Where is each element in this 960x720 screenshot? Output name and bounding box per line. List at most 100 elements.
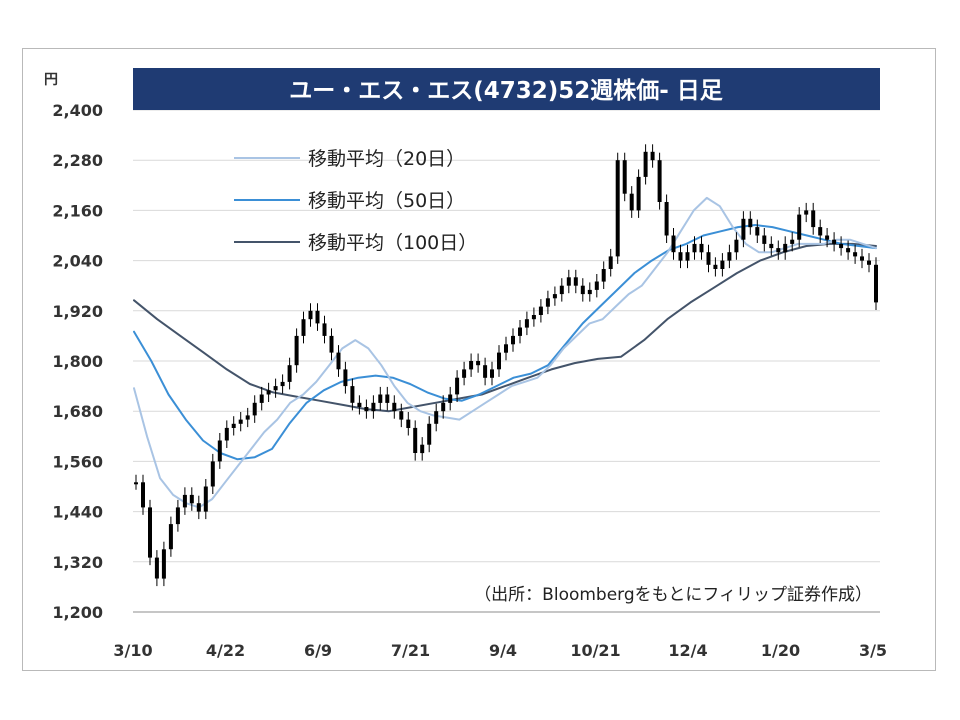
price-candle xyxy=(266,390,271,395)
gridlines xyxy=(133,109,880,563)
price-candle xyxy=(608,256,613,269)
price-candle xyxy=(210,461,215,487)
price-candle xyxy=(294,335,299,366)
x-tick-label: 4/22 xyxy=(206,641,245,660)
price-candle xyxy=(469,361,474,370)
y-tick-label: 2,160 xyxy=(52,201,103,220)
price-candle xyxy=(524,319,529,328)
price-candle xyxy=(518,327,522,336)
price-candle xyxy=(664,202,669,236)
y-tick-label: 1,200 xyxy=(52,603,103,622)
price-candle xyxy=(839,243,844,249)
price-candle xyxy=(315,310,320,324)
price-candle xyxy=(203,486,208,512)
price-candle xyxy=(413,427,418,453)
y-tick-label: 1,680 xyxy=(52,402,103,421)
price-candle xyxy=(580,285,585,295)
price-candle xyxy=(622,160,627,194)
price-candle xyxy=(189,494,194,504)
price-candle xyxy=(573,277,578,286)
price-candle xyxy=(727,252,732,261)
price-candle xyxy=(301,319,306,336)
price-candle xyxy=(748,218,753,228)
price-candle xyxy=(552,294,557,299)
price-candle xyxy=(427,423,432,445)
ma50-line xyxy=(133,224,877,461)
price-candle xyxy=(448,394,453,403)
price-candle xyxy=(245,415,250,420)
y-tick-label: 1,440 xyxy=(52,503,103,522)
price-candle xyxy=(699,243,704,253)
price-candle xyxy=(238,419,243,424)
price-candle xyxy=(161,549,166,579)
price-candle xyxy=(259,394,264,403)
price-candle xyxy=(378,394,383,403)
price-candle xyxy=(134,482,138,485)
price-candle xyxy=(636,176,641,211)
price-candle xyxy=(811,210,816,228)
price-candle xyxy=(615,160,620,257)
price-candle xyxy=(825,235,830,240)
price-candle xyxy=(434,411,439,424)
y-tick-label: 1,800 xyxy=(52,352,103,371)
price-candle xyxy=(706,252,711,265)
price-candle xyxy=(853,252,858,257)
price-candle xyxy=(364,407,369,412)
price-candle xyxy=(511,335,515,345)
price-candle xyxy=(790,239,795,244)
ma100-line xyxy=(133,242,877,413)
chart-frame xyxy=(22,48,936,671)
price-candle xyxy=(867,260,871,265)
x-tick-label: 3/5 xyxy=(859,641,887,660)
price-candle xyxy=(832,239,837,244)
price-candle xyxy=(504,344,508,353)
price-candle xyxy=(874,264,878,303)
source-note: （出所：Bloombergをもとにフィリップ証券作成） xyxy=(474,585,872,605)
price-candle xyxy=(399,411,404,420)
y-tick-label: 1,920 xyxy=(52,302,103,321)
y-tick-label: 2,280 xyxy=(52,151,103,170)
chart-title: ユー・エス・エス(4732)52週株価- 日足 xyxy=(289,78,723,104)
price-candle xyxy=(741,218,746,240)
legend-label: 移動平均（20日） xyxy=(308,148,465,170)
price-candle xyxy=(196,503,201,512)
price-candle xyxy=(308,310,313,320)
x-tick-label: 1/20 xyxy=(761,641,800,660)
price-candle xyxy=(692,243,697,253)
moving-average-lines xyxy=(133,196,877,509)
price-candle xyxy=(329,335,334,353)
price-candle xyxy=(280,381,285,387)
price-candle xyxy=(224,427,229,441)
price-candle xyxy=(441,402,446,412)
y-tick-label: 2,400 xyxy=(52,101,103,120)
price-candle xyxy=(168,524,173,550)
price-candle xyxy=(797,214,802,240)
y-tick-label: 1,560 xyxy=(52,452,103,471)
price-candle xyxy=(175,507,180,525)
price-candle xyxy=(154,557,159,579)
price-candle xyxy=(804,210,809,215)
price-candle xyxy=(713,264,718,269)
price-candle xyxy=(252,402,257,416)
price-candle xyxy=(476,361,481,366)
price-candle xyxy=(371,402,376,412)
x-tick-label: 12/4 xyxy=(668,641,707,660)
price-candle xyxy=(483,365,488,378)
price-candle xyxy=(629,193,634,211)
legend-label: 移動平均（100日） xyxy=(308,232,477,254)
price-candle xyxy=(182,494,187,508)
price-candles xyxy=(134,144,878,587)
price-candle xyxy=(531,315,536,320)
x-tick-labels: 3/10 4/22 6/9 7/21 9/4 10/21 12/4 1/20 3/5 xyxy=(113,641,887,660)
price-candle xyxy=(462,369,467,378)
price-candle xyxy=(287,365,292,382)
price-candle xyxy=(776,248,781,253)
price-candle xyxy=(783,243,788,253)
ma20-line xyxy=(133,196,877,509)
price-candle xyxy=(587,289,592,295)
price-candle xyxy=(406,419,411,428)
price-candle xyxy=(420,444,425,454)
x-tick-label: 10/21 xyxy=(570,641,620,660)
price-candle xyxy=(818,227,823,236)
price-candle xyxy=(148,507,152,558)
